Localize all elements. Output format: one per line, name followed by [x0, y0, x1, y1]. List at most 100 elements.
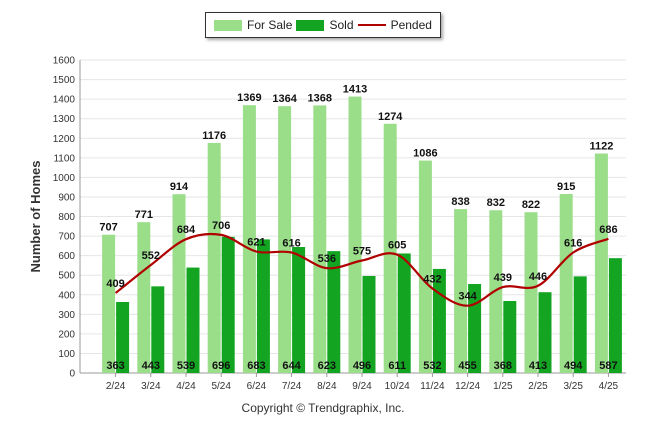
- for-sale-value-label: 1176: [202, 130, 226, 142]
- copyright-credit: Copyright © Trendgraphix, Inc.: [241, 401, 405, 415]
- sold-value-label: 532: [423, 360, 441, 372]
- sold-value-label: 683: [247, 360, 265, 372]
- pended-line: [114, 232, 609, 307]
- legend-item-for-sale: For Sale: [214, 18, 292, 32]
- x-tick-label: 7/24: [282, 381, 302, 392]
- bar-sold: [362, 275, 376, 373]
- x-tick-label: 5/24: [211, 381, 231, 392]
- x-tick-label: 3/25: [563, 381, 583, 392]
- y-tick-label: 900: [58, 192, 75, 203]
- sold-value-label: 413: [529, 360, 547, 372]
- x-tick-label: 2/24: [106, 381, 126, 392]
- y-tick-label: 500: [58, 271, 75, 282]
- bar-for-sale: [524, 212, 538, 373]
- for-sale-value-label: 1086: [413, 148, 437, 160]
- for-sale-value-label: 915: [557, 181, 575, 193]
- legend-label-sold: Sold: [329, 18, 354, 32]
- bar-for-sale: [242, 105, 256, 373]
- y-tick-label: 0: [69, 369, 75, 380]
- y-tick-label: 700: [58, 232, 75, 243]
- bar-for-sale: [594, 153, 608, 373]
- pended-value-label: 439: [494, 272, 512, 284]
- y-tick-label: 200: [58, 329, 75, 340]
- bar-sold: [503, 301, 517, 373]
- sold-value-label: 368: [494, 360, 512, 372]
- bar-for-sale: [348, 96, 362, 373]
- y-tick-label: 1100: [53, 153, 75, 164]
- bar-sold: [116, 301, 130, 373]
- pended-value-label: 616: [282, 237, 300, 249]
- bar-sold: [573, 276, 587, 373]
- pended-value-label: 616: [564, 237, 582, 249]
- bar-sold: [292, 247, 306, 373]
- pended-value-label: 686: [599, 224, 617, 236]
- for-sale-value-label: 1122: [589, 141, 613, 153]
- x-tick-label: 12/24: [455, 381, 480, 392]
- for-sale-value-label: 1364: [272, 93, 297, 105]
- bar-for-sale: [559, 194, 573, 373]
- sold-value-label: 496: [353, 360, 371, 372]
- bar-sold: [327, 251, 341, 373]
- sold-swatch: [296, 19, 325, 31]
- sold-value-label: 623: [318, 360, 336, 372]
- x-tick-label: 9/24: [352, 381, 372, 392]
- legend-item-sold: Sold: [296, 18, 354, 32]
- bar-sold: [221, 236, 235, 373]
- sold-value-label: 644: [282, 360, 301, 372]
- x-tick-label: 6/24: [247, 381, 267, 392]
- pended-swatch: [357, 24, 386, 26]
- pended-value-label: 575: [353, 246, 371, 258]
- pended-value-label: 344: [458, 291, 477, 303]
- legend-label-pended: Pended: [390, 18, 432, 32]
- y-tick-label: 300: [58, 310, 75, 321]
- bar-sold: [151, 286, 165, 373]
- sold-value-label: 443: [142, 360, 160, 372]
- legend: For Sale Sold Pended: [205, 12, 441, 38]
- pended-value-label: 552: [142, 250, 160, 262]
- bar-for-sale: [383, 123, 397, 374]
- sold-value-label: 494: [564, 360, 583, 372]
- bar-for-sale: [313, 105, 327, 373]
- for-sale-value-label: 822: [522, 199, 540, 211]
- for-sale-value-label: 1368: [308, 92, 332, 104]
- pended-value-label: 706: [212, 220, 230, 232]
- y-tick-label: 100: [58, 349, 75, 360]
- bar-sold: [256, 239, 270, 373]
- for-sale-value-label: 914: [170, 181, 189, 193]
- for-sale-value-label: 1369: [237, 92, 261, 104]
- for-sale-value-label: 1274: [378, 111, 403, 123]
- for-sale-value-label: 832: [487, 197, 505, 209]
- y-tick-label: 400: [58, 290, 75, 301]
- x-tick-label: 10/24: [385, 381, 410, 392]
- legend-label-for-sale: For Sale: [247, 18, 293, 32]
- for-sale-value-label: 838: [451, 196, 469, 208]
- legend-item-pended: Pended: [357, 18, 432, 32]
- bar-for-sale: [278, 106, 292, 373]
- y-tick-label: 1400: [53, 95, 76, 106]
- y-tick-label: 1600: [53, 56, 76, 67]
- y-tick-label: 1200: [53, 134, 76, 145]
- sold-value-label: 587: [599, 360, 617, 372]
- x-tick-label: 8/24: [317, 381, 337, 392]
- bar-for-sale: [137, 222, 151, 373]
- for-sale-value-label: 1413: [343, 84, 367, 96]
- bar-for-sale: [172, 194, 186, 373]
- pended-value-label: 605: [388, 240, 406, 252]
- pended-value-label: 684: [177, 224, 196, 236]
- x-tick-label: 4/24: [176, 381, 196, 392]
- bar-for-sale: [454, 209, 468, 373]
- bar-sold: [538, 292, 552, 373]
- y-tick-label: 1000: [53, 173, 76, 184]
- pended-value-label: 536: [318, 253, 336, 265]
- pended-value-label: 409: [106, 278, 124, 290]
- y-tick-label: 1500: [53, 75, 76, 86]
- sold-value-label: 696: [212, 360, 230, 372]
- bar-sold: [186, 267, 200, 373]
- for-sale-value-label: 771: [135, 209, 153, 221]
- bar-for-sale: [207, 142, 221, 373]
- y-tick-label: 1300: [53, 114, 76, 125]
- x-tick-label: 4/25: [599, 381, 619, 392]
- pended-value-label: 446: [529, 271, 547, 283]
